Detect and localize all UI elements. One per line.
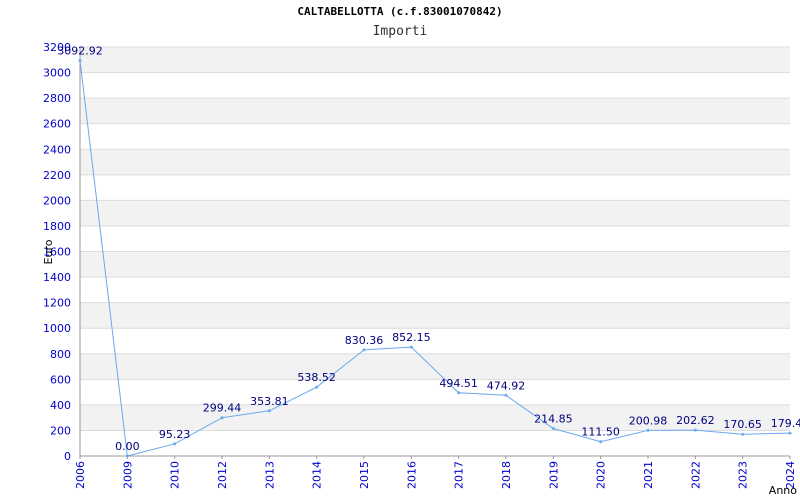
- y-tick-label: 2400: [43, 143, 71, 156]
- data-point: [693, 428, 697, 432]
- y-tick-label: 800: [50, 348, 71, 361]
- y-tick-label: 2600: [43, 118, 71, 131]
- data-point: [173, 442, 177, 446]
- data-label: 179.43: [771, 417, 800, 430]
- data-point: [315, 385, 319, 389]
- x-tick-label: 2023: [737, 461, 750, 489]
- data-point: [788, 431, 792, 435]
- x-tick-label: 2018: [500, 461, 513, 489]
- data-label: 214.85: [534, 413, 573, 426]
- data-label: 538.52: [297, 371, 336, 384]
- y-tick-label: 400: [50, 399, 71, 412]
- x-tick-label: 2024: [784, 461, 797, 489]
- x-tick-label: 2020: [595, 461, 608, 489]
- y-axis-label: Euro: [42, 239, 55, 264]
- chart-title: CALTABELLOTTA (c.f.83001070842): [297, 5, 503, 18]
- gridlines: [80, 46, 790, 457]
- x-tick-label: 2021: [642, 461, 655, 489]
- grid-band: [80, 251, 790, 278]
- data-label: 299.44: [203, 402, 242, 415]
- grid-band: [80, 98, 790, 124]
- y-tick-label: 1200: [43, 297, 71, 310]
- data-label: 494.51: [439, 377, 478, 390]
- x-tick-label: 2009: [121, 461, 134, 489]
- data-point: [220, 416, 224, 420]
- y-tick-label: 3200: [43, 41, 71, 54]
- data-point: [457, 391, 461, 395]
- x-tick-label: 2017: [453, 461, 466, 489]
- x-tick-label: 2014: [311, 461, 324, 489]
- data-point: [125, 454, 129, 458]
- y-tick-label: 600: [50, 373, 71, 386]
- data-label: 3092.92: [57, 45, 103, 58]
- y-tick-label: 1400: [43, 271, 71, 284]
- data-label: 353.81: [250, 395, 289, 408]
- grid-band: [80, 353, 790, 380]
- x-tick-label: 2013: [263, 461, 276, 489]
- data-labels: 3092.92 0.00 95.23 299.44 353.81 538.52 830.36…: [57, 45, 800, 453]
- data-label: 170.65: [723, 418, 762, 431]
- y-tick-label: 3000: [43, 67, 71, 80]
- grid-bands: [80, 47, 790, 431]
- chart-subtitle: Importi: [372, 24, 428, 39]
- x-tick-label: 2016: [405, 461, 418, 489]
- x-tick-label: 2012: [216, 461, 229, 489]
- data-label: 200.98: [629, 414, 668, 427]
- x-tick-label: 2010: [169, 461, 182, 489]
- grid-band: [80, 200, 790, 226]
- x-tick-label: 2006: [74, 461, 87, 489]
- data-point: [267, 409, 271, 413]
- grid-band: [80, 149, 790, 175]
- data-point: [504, 393, 508, 397]
- y-tick-label: 0: [64, 450, 71, 463]
- data-point: [551, 427, 555, 431]
- y-tick-label: 2800: [43, 92, 71, 105]
- data-label: 95.23: [159, 428, 191, 441]
- grid-band: [80, 302, 790, 329]
- grid-band: [80, 47, 790, 73]
- x-tick-label: 2022: [689, 461, 702, 489]
- data-point: [599, 440, 603, 444]
- x-tick-label: 2015: [358, 461, 371, 489]
- y-tick-label: 2000: [43, 194, 71, 207]
- x-axis-label: Anno: [769, 484, 797, 497]
- data-point: [362, 348, 366, 352]
- data-point: [741, 432, 745, 436]
- data-label: 111.50: [581, 426, 620, 439]
- x-tick-label: 2019: [547, 461, 560, 489]
- y-tick-label: 1800: [43, 220, 71, 233]
- y-tick-label: 2200: [43, 169, 71, 182]
- series-line-group: [78, 59, 792, 458]
- data-label: 202.62: [676, 414, 715, 427]
- axes: [79, 47, 790, 457]
- data-label: 474.92: [487, 379, 526, 392]
- y-tick-label: 200: [50, 424, 71, 437]
- y-tick-labels: 0 200 400 600 800 1000 1200 1400 1600 1800 2000 220…: [43, 41, 71, 463]
- y-tick-label: 1600: [43, 246, 71, 259]
- grid-band: [80, 404, 790, 431]
- data-point: [78, 59, 82, 63]
- x-tick-labels: 2006 2009 2010 2012 2013 2014 2015 2016 2017 2018…: [74, 456, 797, 489]
- series-line: [79, 60, 791, 457]
- y-tick-label: 1000: [43, 322, 71, 335]
- data-label: 830.36: [345, 334, 384, 347]
- data-label: 0.00: [115, 440, 140, 453]
- data-label: 852.15: [392, 331, 431, 344]
- data-point: [646, 428, 650, 432]
- data-point: [409, 345, 413, 349]
